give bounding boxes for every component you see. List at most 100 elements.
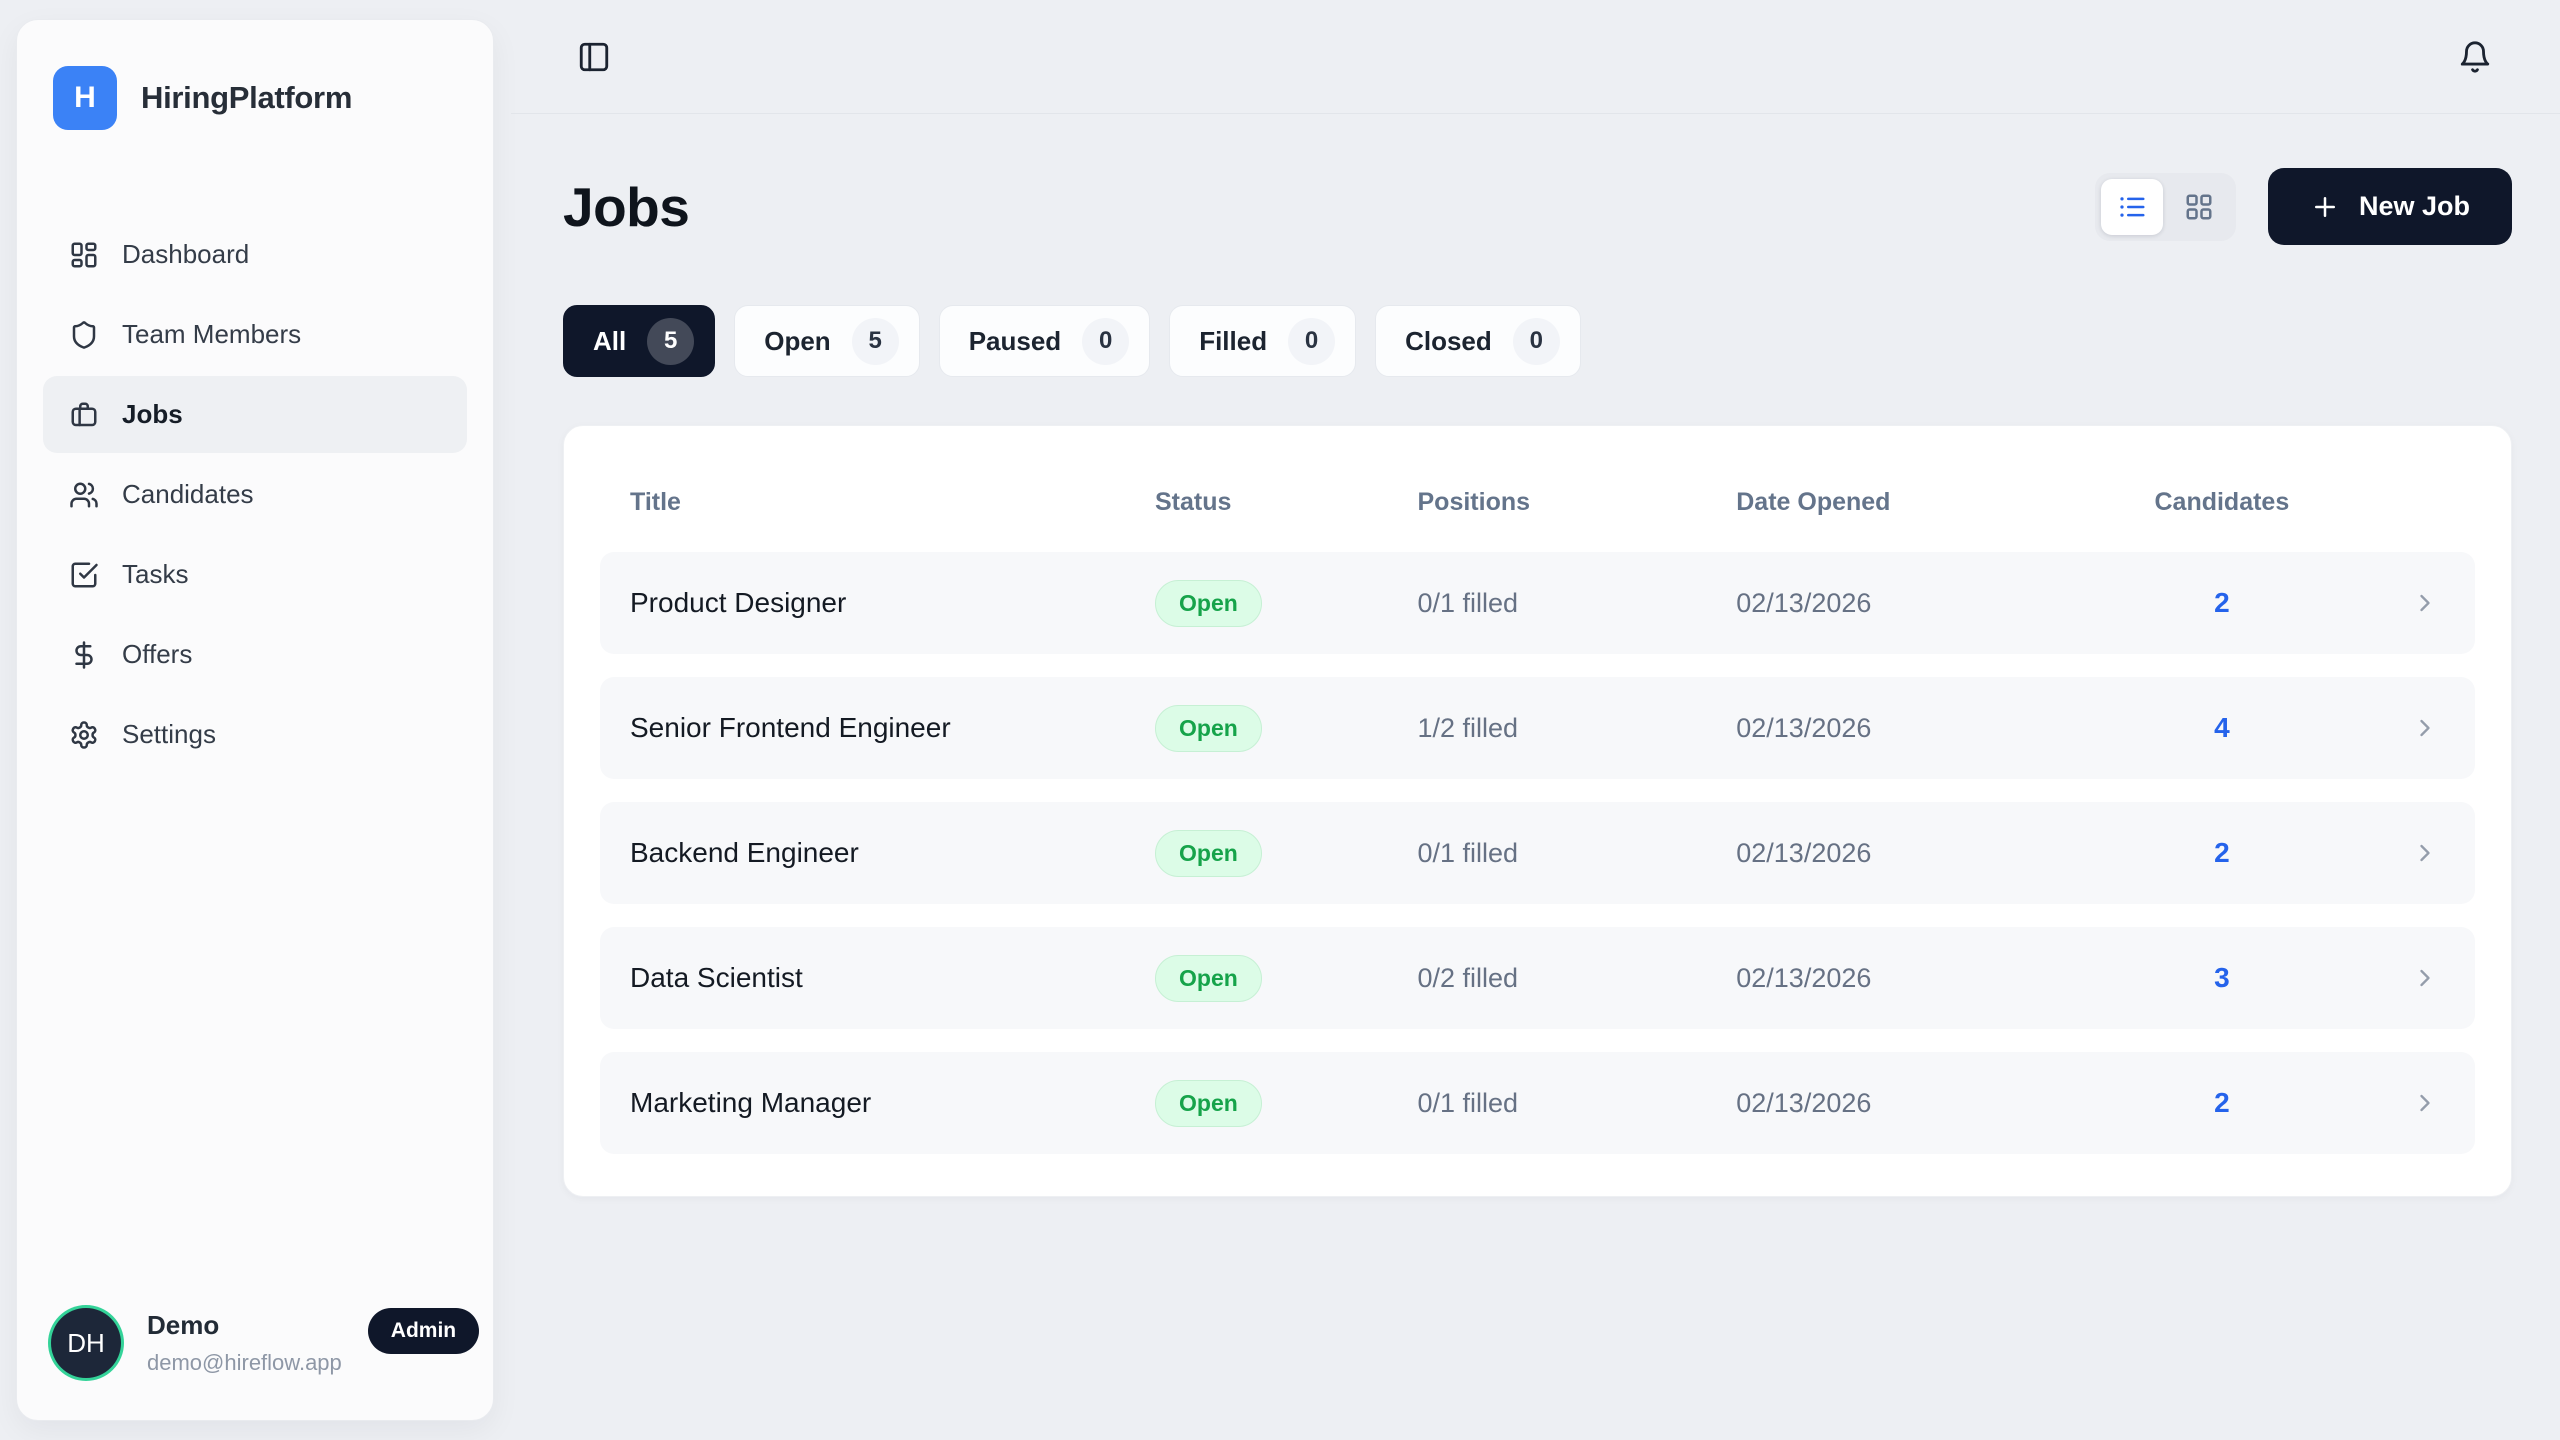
positions-filled: 0/1 filled [1417, 837, 1519, 868]
filter-label: All [593, 325, 627, 356]
user-name: Demo [147, 1310, 220, 1340]
shield-icon [69, 320, 99, 350]
job-title: Backend Engineer [630, 837, 859, 868]
filter-label: Closed [1405, 325, 1492, 356]
gear-icon [69, 720, 99, 750]
sidebar-item-tasks[interactable]: Tasks [43, 536, 467, 613]
user-profile[interactable]: DH Demo demo@hireflow.app Admin [43, 1308, 480, 1378]
brand-name: HiringPlatform [141, 80, 353, 115]
candidates-count[interactable]: 2 [2214, 837, 2230, 868]
job-title: Marketing Manager [630, 1087, 872, 1118]
avatar: DH [51, 1308, 121, 1378]
candidates-count[interactable]: 2 [2214, 587, 2230, 618]
column-header-positions: Positions [1417, 487, 1531, 516]
panel-left-icon [577, 40, 611, 74]
sidebar-item-label: Team Members [122, 319, 302, 349]
sidebar-toggle-button[interactable] [571, 34, 617, 80]
table-row[interactable]: Backend Engineer Open 0/1 filled 02/13/2… [600, 802, 2475, 904]
positions-filled: 0/1 filled [1417, 587, 1519, 618]
page-header: Jobs New Job [563, 168, 2512, 245]
sidebar-item-label: Jobs [122, 399, 183, 429]
dollar-icon [69, 640, 99, 670]
filter-open[interactable]: Open 5 [734, 305, 920, 377]
table-row[interactable]: Product Designer Open 0/1 filled 02/13/2… [600, 552, 2475, 654]
job-title: Data Scientist [630, 962, 803, 993]
sidebar-item-label: Candidates [122, 479, 254, 509]
notifications-button[interactable] [2452, 34, 2498, 80]
job-title: Senior Frontend Engineer [630, 712, 951, 743]
chevron-right-icon [2344, 839, 2475, 867]
sidebar-item-settings[interactable]: Settings [43, 696, 467, 773]
sidebar-item-dashboard[interactable]: Dashboard [43, 216, 467, 293]
sidebar-item-label: Offers [122, 639, 193, 669]
role-badge: Admin [367, 1308, 480, 1354]
filter-all[interactable]: All 5 [563, 305, 716, 377]
sidebar: H HiringPlatform Dashboard Team Members … [16, 19, 494, 1421]
chevron-right-icon [2344, 1089, 2475, 1117]
column-header-title: Title [630, 487, 681, 516]
grid-view-button[interactable] [2168, 179, 2230, 235]
candidates-count[interactable]: 2 [2214, 1087, 2230, 1118]
date-opened: 02/13/2026 [1736, 587, 1872, 618]
column-header-candidates: Candidates [2154, 487, 2290, 516]
sidebar-item-candidates[interactable]: Candidates [43, 456, 467, 533]
new-job-button[interactable]: New Job [2267, 168, 2512, 245]
grid-view-icon [2184, 192, 2214, 222]
date-opened: 02/13/2026 [1736, 1087, 1872, 1118]
date-opened: 02/13/2026 [1736, 837, 1872, 868]
candidates-count[interactable]: 4 [2214, 712, 2230, 743]
date-opened: 02/13/2026 [1736, 962, 1872, 993]
positions-filled: 0/1 filled [1417, 1087, 1519, 1118]
table-row[interactable]: Marketing Manager Open 0/1 filled 02/13/… [600, 1052, 2475, 1154]
sidebar-item-label: Tasks [122, 559, 189, 589]
filter-label: Paused [968, 325, 1062, 356]
status-badge: Open [1155, 579, 1262, 627]
filter-count-badge: 5 [851, 317, 899, 365]
page-title: Jobs [563, 175, 690, 238]
chevron-right-icon [2344, 714, 2475, 742]
user-email: demo@hireflow.app [147, 1350, 342, 1375]
chevron-right-icon [2344, 964, 2475, 992]
check-square-icon [69, 560, 99, 590]
status-badge: Open [1155, 1079, 1262, 1127]
dashboard-icon [69, 240, 99, 270]
user-meta: Demo demo@hireflow.app [147, 1310, 342, 1376]
sidebar-item-team-members[interactable]: Team Members [43, 296, 467, 373]
brand-logo-icon: H [53, 66, 117, 130]
filter-count-badge: 0 [1082, 317, 1130, 365]
header-actions: New Job [2094, 168, 2512, 245]
positions-filled: 1/2 filled [1417, 712, 1519, 743]
list-view-icon [2117, 192, 2147, 222]
briefcase-icon [69, 400, 99, 430]
topbar [511, 0, 2560, 114]
filter-count-badge: 5 [647, 317, 695, 365]
list-view-button[interactable] [2100, 178, 2163, 235]
sidebar-nav: Dashboard Team Members Jobs Candidates T… [43, 216, 467, 773]
view-toggle [2094, 172, 2236, 241]
table-row[interactable]: Senior Frontend Engineer Open 1/2 filled… [600, 677, 2475, 779]
sidebar-item-label: Dashboard [122, 239, 250, 269]
brand: H HiringPlatform [43, 66, 467, 130]
status-badge: Open [1155, 954, 1262, 1002]
sidebar-item-offers[interactable]: Offers [43, 616, 467, 693]
filter-count-badge: 0 [1288, 317, 1336, 365]
job-title: Product Designer [630, 587, 847, 618]
status-filters: All 5 Open 5 Paused 0 Filled 0 Closed 0 [563, 305, 2512, 377]
bell-icon [2458, 40, 2492, 74]
filter-paused[interactable]: Paused 0 [938, 305, 1151, 377]
sidebar-item-jobs[interactable]: Jobs [43, 376, 467, 453]
filter-count-badge: 0 [1512, 317, 1560, 365]
filter-filled[interactable]: Filled 0 [1169, 305, 1357, 377]
sidebar-item-label: Settings [122, 719, 216, 749]
status-badge: Open [1155, 829, 1262, 877]
new-job-label: New Job [2358, 191, 2470, 221]
table-row[interactable]: Data Scientist Open 0/2 filled 02/13/202… [600, 927, 2475, 1029]
jobs-table: Title Status Positions Date Opened Candi… [563, 425, 2512, 1197]
candidates-count[interactable]: 3 [2214, 962, 2230, 993]
users-icon [69, 480, 99, 510]
plus-icon [2310, 192, 2340, 222]
column-header-status: Status [1155, 487, 1232, 516]
filter-closed[interactable]: Closed 0 [1375, 305, 1581, 377]
status-badge: Open [1155, 704, 1262, 752]
filter-label: Filled [1199, 325, 1268, 356]
